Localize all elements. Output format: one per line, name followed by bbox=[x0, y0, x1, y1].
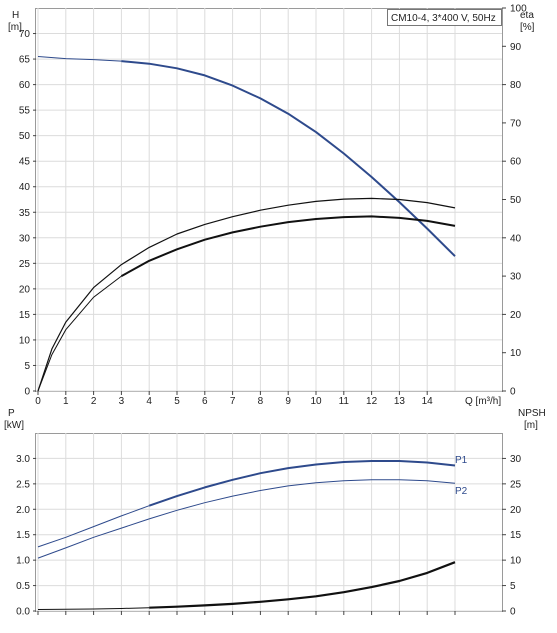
x-tick-label-10: 10 bbox=[310, 396, 322, 407]
bottom-right-axis-label-line1: NPSH bbox=[518, 408, 546, 419]
top-left-tick-label-4: 20 bbox=[19, 284, 31, 295]
top-series-2-low-range bbox=[37, 275, 122, 392]
top-left-tick-label-7: 35 bbox=[19, 208, 31, 219]
top-right-tick-label-7: 70 bbox=[510, 118, 522, 129]
x-tick-label-7: 7 bbox=[230, 396, 236, 407]
bottom-right-axis-label-line2: [m] bbox=[524, 420, 538, 431]
x-tick-label-4: 4 bbox=[146, 396, 152, 407]
top-right-tick-label-5: 50 bbox=[510, 195, 522, 206]
chart-title: CM10-4, 3*400 V, 50Hz bbox=[391, 13, 496, 24]
bottom-left-axis-label-line2: [kW] bbox=[4, 420, 24, 431]
bot-left-tick-label-3: 1.5 bbox=[16, 530, 30, 541]
bottom-grid bbox=[36, 433, 502, 612]
top-right-tick-label-4: 40 bbox=[510, 233, 522, 244]
bot-left-tick-label-1: 0.5 bbox=[16, 581, 30, 592]
bot-series-2-low-range bbox=[37, 607, 150, 610]
series-label-p1: P1 bbox=[455, 455, 468, 466]
bot-series-0-low-range bbox=[37, 505, 150, 548]
top-left-tick-label-8: 40 bbox=[19, 182, 31, 193]
bot-left-tick-label-2: 1.0 bbox=[16, 556, 30, 567]
x-tick-label-8: 8 bbox=[258, 396, 264, 407]
top-series-1-line bbox=[37, 197, 456, 392]
top-left-tick-label-10: 50 bbox=[19, 131, 31, 142]
bot-series-2-line bbox=[149, 561, 456, 609]
series-label-p2: P2 bbox=[455, 486, 468, 497]
top-left-tick-label-14: 70 bbox=[19, 29, 31, 40]
x-axis-label: Q [m³/h] bbox=[465, 396, 501, 407]
bot-left-tick-label-6: 3.0 bbox=[16, 454, 30, 465]
top-left-tick-label-2: 10 bbox=[19, 335, 31, 346]
top-right-tick-label-2: 20 bbox=[510, 310, 522, 321]
top-left-tick-label-12: 60 bbox=[19, 80, 31, 91]
bot-right-tick-label-2: 10 bbox=[510, 556, 522, 567]
bot-left-tick-label-0: 0.0 bbox=[16, 607, 30, 618]
top-left-tick-label-5: 25 bbox=[19, 259, 31, 270]
top-left-tick-label-11: 55 bbox=[19, 106, 31, 117]
bot-right-tick-label-0: 0 bbox=[510, 607, 516, 618]
top-left-tick-label-3: 15 bbox=[19, 310, 31, 321]
top-right-tick-label-3: 30 bbox=[510, 272, 522, 283]
bot-right-tick-label-6: 30 bbox=[510, 454, 522, 465]
bot-right-tick-label-5: 25 bbox=[510, 479, 522, 490]
bottom-left-axis-label-line1: P bbox=[8, 408, 15, 419]
top-right-tick-label-9: 90 bbox=[510, 42, 522, 53]
bot-left-tick-label-5: 2.5 bbox=[16, 479, 30, 490]
x-tick-label-1: 1 bbox=[63, 396, 69, 407]
top-left-tick-label-6: 30 bbox=[19, 233, 31, 244]
top-left-axis-label-line1: H bbox=[12, 10, 19, 21]
head-efficiency-panel: 0510152025303540455055606570010203040506… bbox=[8, 4, 535, 408]
bottom-curves bbox=[37, 460, 456, 610]
x-tick-label-5: 5 bbox=[174, 396, 180, 407]
top-left-tick-label-0: 0 bbox=[24, 387, 30, 398]
top-left-tick-label-1: 5 bbox=[24, 361, 30, 372]
top-right-axis-label-line1: eta bbox=[520, 10, 534, 21]
top-series-2-line bbox=[120, 215, 456, 277]
bot-series-0-line bbox=[148, 460, 456, 507]
x-tick-label-12: 12 bbox=[366, 396, 378, 407]
top-right-tick-label-1: 10 bbox=[510, 348, 522, 359]
bottom-ticks: 0.0 0.5 1.0 1.5 2.0 2.5 3.0 0 5 10 15 20 25 30 bbox=[16, 454, 521, 618]
bot-right-tick-label-1: 5 bbox=[510, 581, 516, 592]
x-tick-label-13: 13 bbox=[394, 396, 406, 407]
top-right-tick-label-10: 100 bbox=[510, 4, 527, 15]
x-tick-label-11: 11 bbox=[339, 396, 350, 407]
x-tick-label-2: 2 bbox=[91, 396, 97, 407]
power-npsh-panel: 0.0 0.5 1.0 1.5 2.0 2.5 3.0 0 5 10 15 20 25 30 P [kW]… bbox=[4, 408, 546, 618]
chart-title-box bbox=[387, 9, 502, 26]
top-right-tick-label-8: 80 bbox=[510, 80, 522, 91]
bot-right-tick-label-4: 20 bbox=[510, 505, 522, 516]
bot-left-tick-label-4: 2.0 bbox=[16, 505, 30, 516]
top-left-tick-label-9: 45 bbox=[19, 157, 31, 168]
top-series-0-low-range bbox=[37, 56, 122, 62]
top-ticks: 0510152025303540455055606570010203040506… bbox=[19, 4, 527, 408]
top-right-axis-label-line2: [%] bbox=[520, 22, 535, 33]
top-right-tick-label-0: 0 bbox=[510, 387, 516, 398]
top-series-0-line bbox=[121, 60, 456, 257]
top-left-axis-label-line2: [m] bbox=[8, 22, 22, 33]
bot-right-tick-label-3: 15 bbox=[510, 530, 522, 541]
x-tick-label-3: 3 bbox=[119, 396, 125, 407]
bot-series-1-line bbox=[37, 479, 456, 559]
top-curves bbox=[37, 56, 456, 392]
x-tick-label-14: 14 bbox=[422, 396, 434, 407]
x-tick-label-6: 6 bbox=[202, 396, 208, 407]
top-grid bbox=[36, 8, 502, 392]
x-tick-label-0: 0 bbox=[35, 396, 41, 407]
x-tick-label-9: 9 bbox=[285, 396, 291, 407]
top-right-tick-label-6: 60 bbox=[510, 157, 522, 168]
top-left-tick-label-13: 65 bbox=[19, 55, 31, 66]
top-plot-frame bbox=[35, 8, 503, 392]
